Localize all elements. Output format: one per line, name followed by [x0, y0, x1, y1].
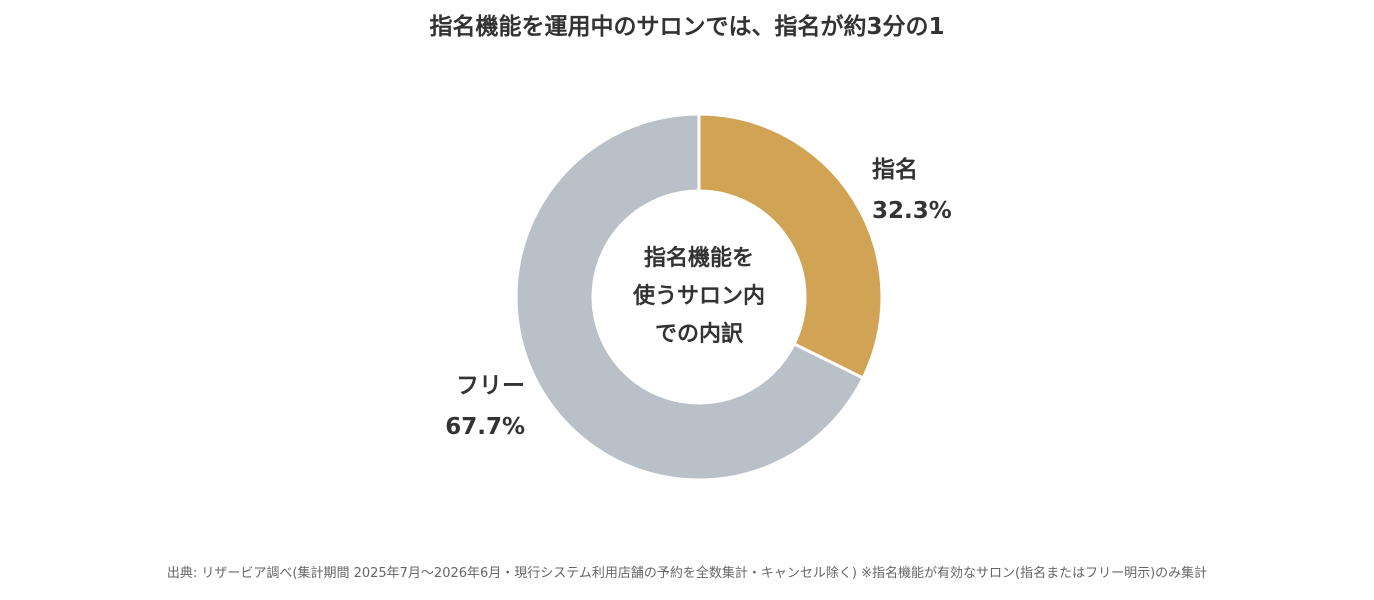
- donut-center-label: 指名機能を 使うサロン内 での内訳: [599, 240, 799, 354]
- source-footnote: 出典: リザービア調べ(集計期間 2025年7月〜2026年6月・現行システム利…: [166, 566, 1208, 581]
- slice-label-shimei-name: 指名: [872, 157, 918, 183]
- slice-label-free-name: フリー: [456, 373, 525, 399]
- center-label-line-1: 指名機能を: [643, 246, 754, 271]
- slice-label-free-value: 67.7%: [445, 414, 525, 440]
- slice-label-shimei-value: 32.3%: [872, 198, 952, 224]
- chart-title: 指名機能を運用中のサロンでは、指名が約3分の1: [429, 14, 945, 40]
- center-label-line-2: 使うサロン内: [632, 284, 765, 309]
- slice-label-free: フリー 67.7%: [400, 366, 525, 448]
- donut-slice-free: [514, 112, 866, 482]
- slice-label-shimei: 指名 32.3%: [872, 150, 952, 232]
- donut-slice-shimei: [697, 112, 884, 381]
- center-label-line-3: での内訳: [654, 322, 743, 347]
